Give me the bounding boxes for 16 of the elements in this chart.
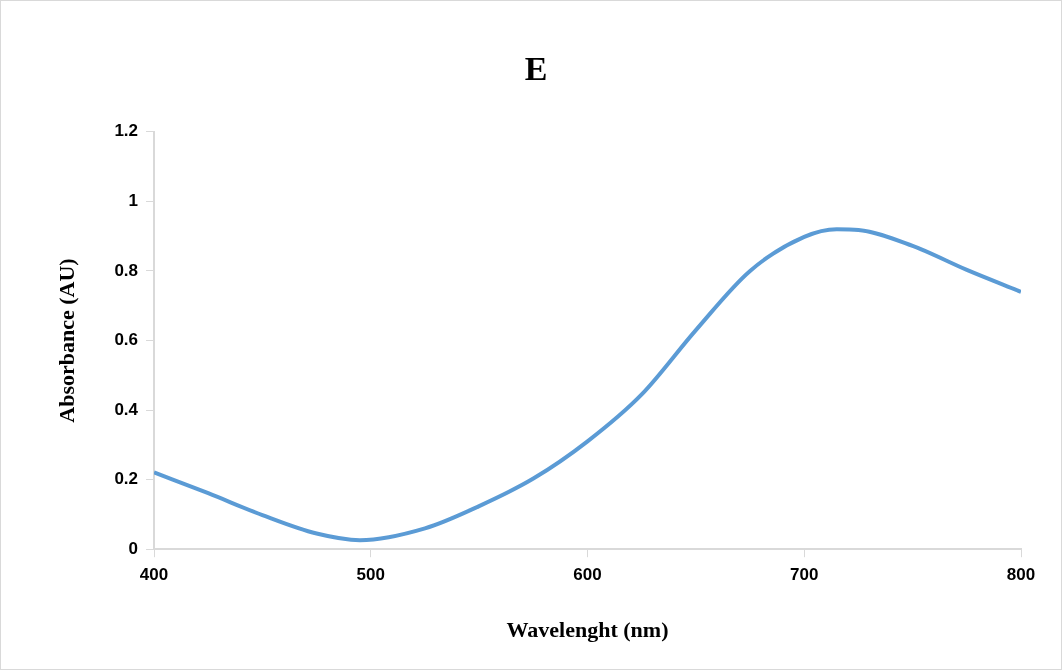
y-tick-label: 1.2 xyxy=(114,121,139,141)
x-axis-title: Wavelenght (nm) xyxy=(506,617,669,643)
y-tick-label: 1 xyxy=(128,191,139,211)
y-tick-label: 0 xyxy=(128,538,139,558)
x-tick-label: 400 xyxy=(139,565,169,585)
y-axis-title: Absorbance (AU) xyxy=(53,258,79,423)
x-tick-label: 700 xyxy=(790,565,819,585)
chart-title: E xyxy=(524,50,548,88)
y-tick-label: 0.4 xyxy=(114,399,139,419)
x-tick-label: 600 xyxy=(573,565,602,585)
x-tick-label: 800 xyxy=(1006,565,1036,585)
y-tick-label: 0.2 xyxy=(114,469,139,489)
line-series xyxy=(154,227,1021,543)
y-tick-label: 0.8 xyxy=(114,260,139,280)
y-tick-label: 0.6 xyxy=(114,330,139,350)
x-tick-label: 500 xyxy=(356,565,385,585)
